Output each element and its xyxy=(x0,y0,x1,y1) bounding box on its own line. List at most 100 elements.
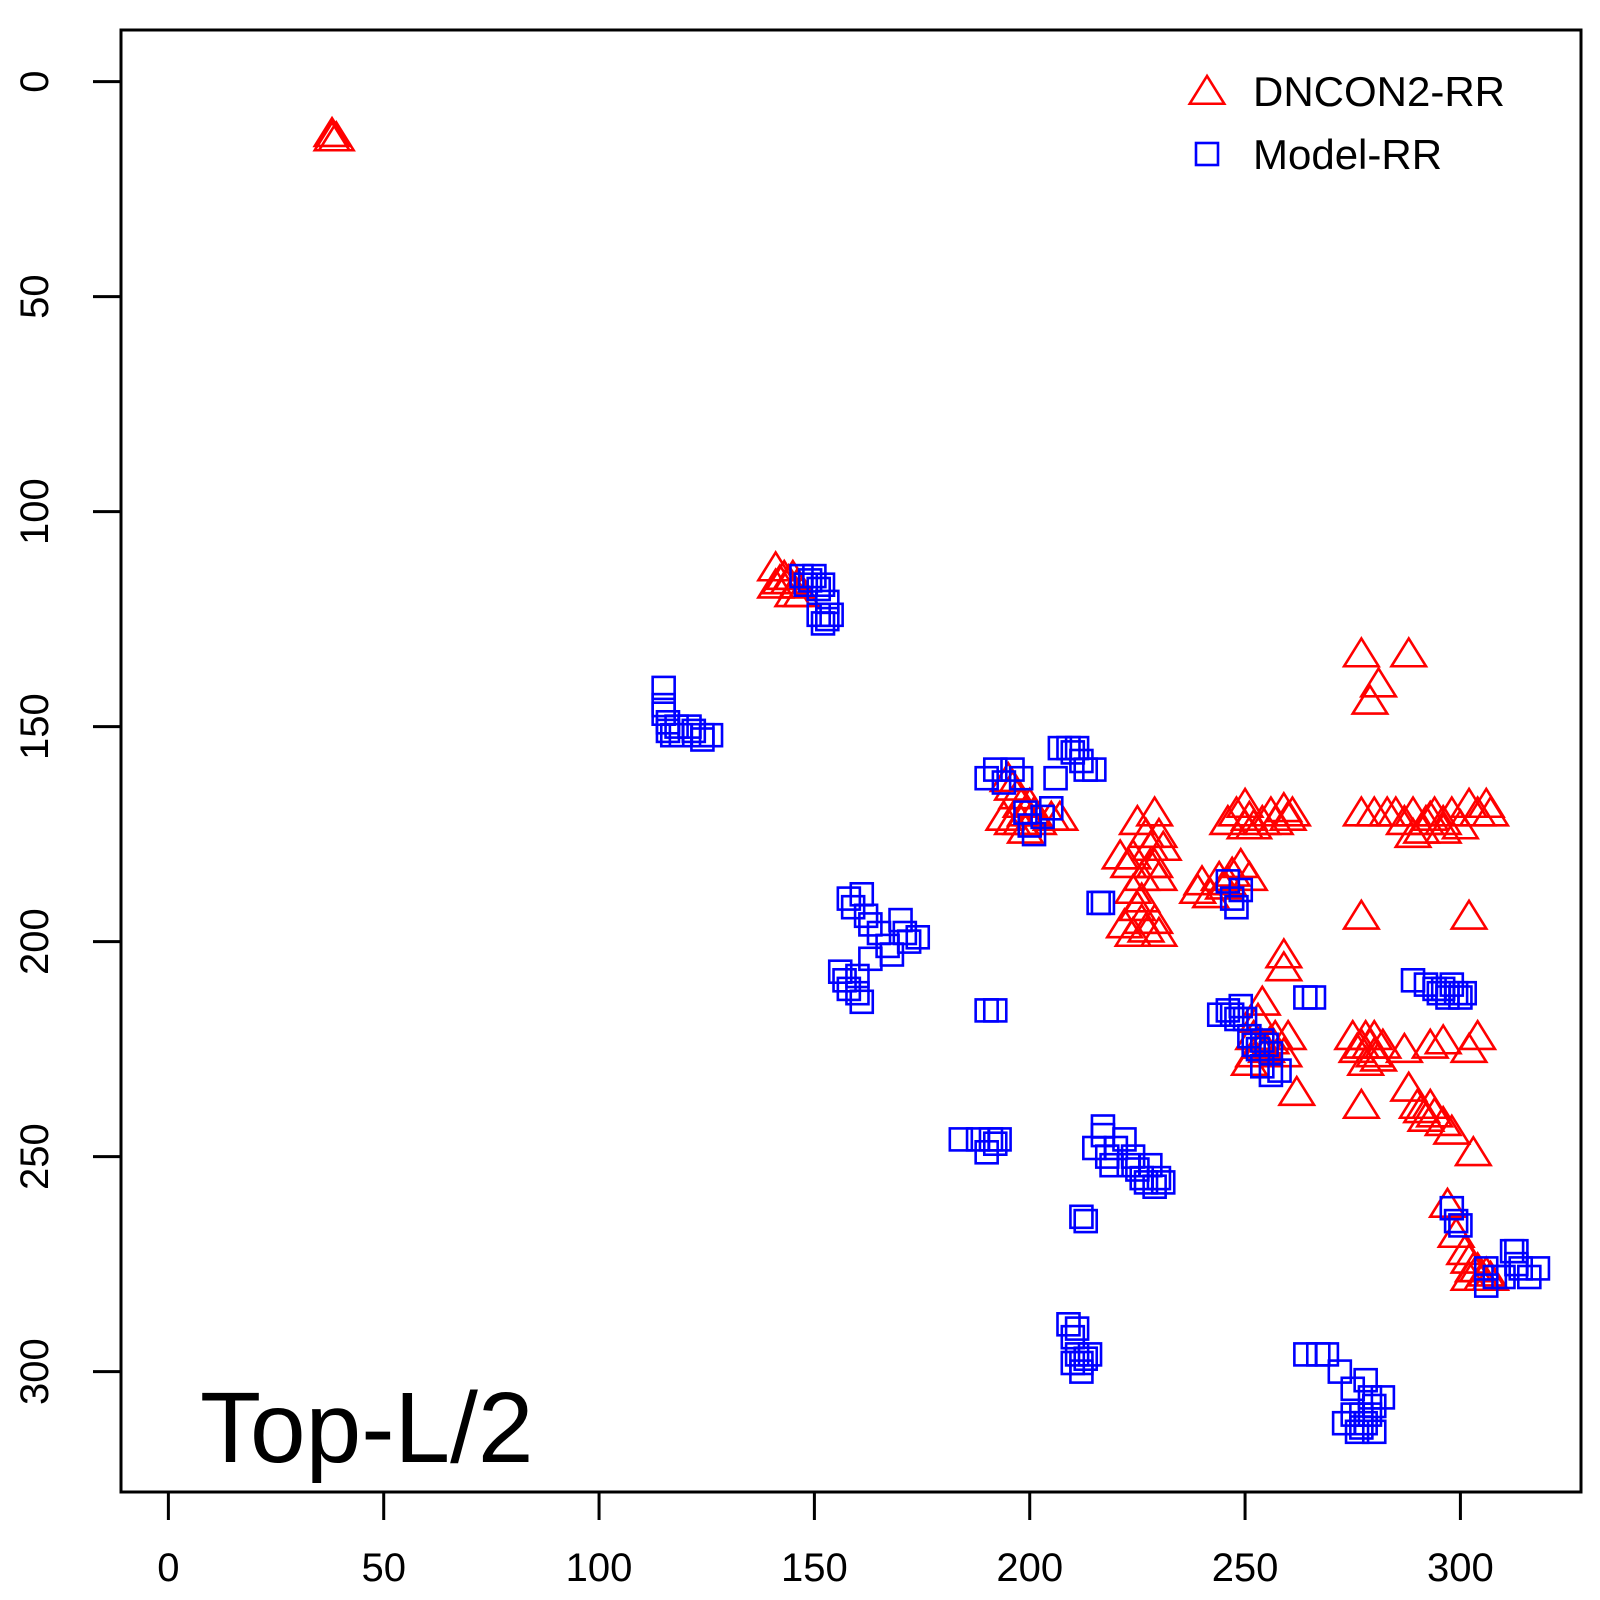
point-triangle xyxy=(312,120,352,152)
point-triangle xyxy=(1423,812,1463,844)
point-square xyxy=(1090,1122,1116,1148)
y-axis: 0 50 100 150 200 250 300 xyxy=(13,70,123,1405)
series-model-rr xyxy=(651,563,1551,1445)
point-square xyxy=(819,602,844,628)
plot-frame xyxy=(119,28,1583,1494)
point-triangle xyxy=(756,550,796,582)
point-square xyxy=(1215,998,1241,1023)
point-square xyxy=(1361,1393,1387,1419)
point-triangle xyxy=(1470,795,1511,827)
point-square xyxy=(793,572,819,598)
point-square xyxy=(991,770,1017,795)
point-triangle xyxy=(1122,881,1162,913)
point-square xyxy=(1030,804,1055,830)
point-square xyxy=(1448,1213,1473,1238)
point-square xyxy=(1249,1028,1275,1053)
point-triangle xyxy=(1268,799,1308,831)
y-tick-label: 0 xyxy=(13,70,57,92)
point-square xyxy=(849,989,875,1015)
point-triangle xyxy=(1130,846,1170,879)
point-square xyxy=(815,589,840,615)
point-square xyxy=(1504,1238,1529,1264)
x-tick-label: 50 xyxy=(361,1546,406,1590)
legend: DNCON2-RR Model-RR xyxy=(1187,68,1505,178)
point-square xyxy=(948,1127,974,1152)
legend-marker-square xyxy=(1194,141,1220,167)
point-square xyxy=(1017,813,1043,838)
point-square xyxy=(1073,1346,1099,1371)
point-square xyxy=(1103,1135,1129,1161)
point-square xyxy=(1142,1174,1167,1199)
y-tick-label: 50 xyxy=(13,274,57,319)
point-square xyxy=(1357,1385,1383,1410)
point-triangle xyxy=(1143,829,1183,862)
point-square xyxy=(1349,1402,1374,1427)
point-square xyxy=(1082,757,1107,782)
point-square xyxy=(1439,1195,1465,1221)
point-square xyxy=(1353,1367,1378,1393)
point-square xyxy=(1340,1376,1366,1402)
point-square xyxy=(1353,1410,1378,1436)
point-square xyxy=(1232,1006,1258,1032)
point-square xyxy=(1314,1342,1340,1367)
point-square xyxy=(1069,748,1094,774)
point-square xyxy=(845,963,870,989)
point-square xyxy=(1060,1324,1086,1350)
point-square xyxy=(1021,821,1047,847)
point-square xyxy=(1473,1256,1499,1281)
point-triangle xyxy=(1139,816,1179,849)
point-triangle xyxy=(984,799,1024,831)
point-triangle xyxy=(1341,636,1381,668)
point-triangle xyxy=(1264,937,1304,969)
point-square xyxy=(1349,1415,1374,1440)
legend-item-model-rr: Model-RR xyxy=(1194,131,1442,178)
point-triangle xyxy=(1423,1104,1463,1137)
point-triangle xyxy=(1117,803,1157,836)
point-square xyxy=(1293,1342,1318,1367)
point-triangle xyxy=(1410,1027,1450,1059)
point-square xyxy=(1064,1316,1090,1341)
x-tick-label: 300 xyxy=(1427,1546,1494,1590)
point-triangle xyxy=(1427,1186,1468,1218)
legend-item-dncon2-rr: DNCON2-RR xyxy=(1187,68,1505,115)
point-square xyxy=(1258,1062,1284,1088)
point-triangle xyxy=(1423,1023,1463,1055)
point-square xyxy=(974,765,999,791)
y-tick-label: 150 xyxy=(13,693,57,760)
point-triangle xyxy=(1354,1035,1394,1068)
point-square xyxy=(806,576,831,602)
point-square xyxy=(1082,1135,1107,1161)
point-square xyxy=(1215,869,1241,894)
y-tick-label: 250 xyxy=(13,1123,57,1190)
x-tick-label: 100 xyxy=(566,1546,633,1590)
point-triangle xyxy=(1410,799,1450,831)
y-tick-label: 300 xyxy=(13,1338,57,1405)
point-triangle xyxy=(1363,1027,1403,1059)
point-square xyxy=(681,718,707,744)
point-square xyxy=(802,563,827,589)
point-square xyxy=(1439,972,1465,997)
y-tick-label: 200 xyxy=(13,908,57,975)
point-square xyxy=(1219,886,1245,911)
chart-annotation: Top-L/2 xyxy=(200,1372,534,1484)
point-square xyxy=(1060,740,1086,765)
point-square xyxy=(1361,1419,1387,1445)
point-triangle xyxy=(1264,1035,1304,1068)
point-triangle xyxy=(1277,1074,1317,1107)
point-square xyxy=(896,929,922,954)
point-triangle xyxy=(1432,1113,1472,1145)
point-triangle xyxy=(1104,906,1145,939)
point-triangle xyxy=(1458,1018,1498,1051)
point-square xyxy=(815,606,840,632)
point-triangle xyxy=(1113,872,1153,905)
point-triangle xyxy=(1135,795,1175,827)
point-square xyxy=(1327,1359,1353,1384)
point-square xyxy=(1112,1127,1137,1152)
point-triangle xyxy=(1354,1018,1394,1051)
point-square xyxy=(858,912,883,937)
point-square xyxy=(1008,765,1034,791)
point-square xyxy=(866,920,892,946)
legend-label: Model-RR xyxy=(1253,131,1442,178)
point-square xyxy=(1219,1002,1245,1028)
